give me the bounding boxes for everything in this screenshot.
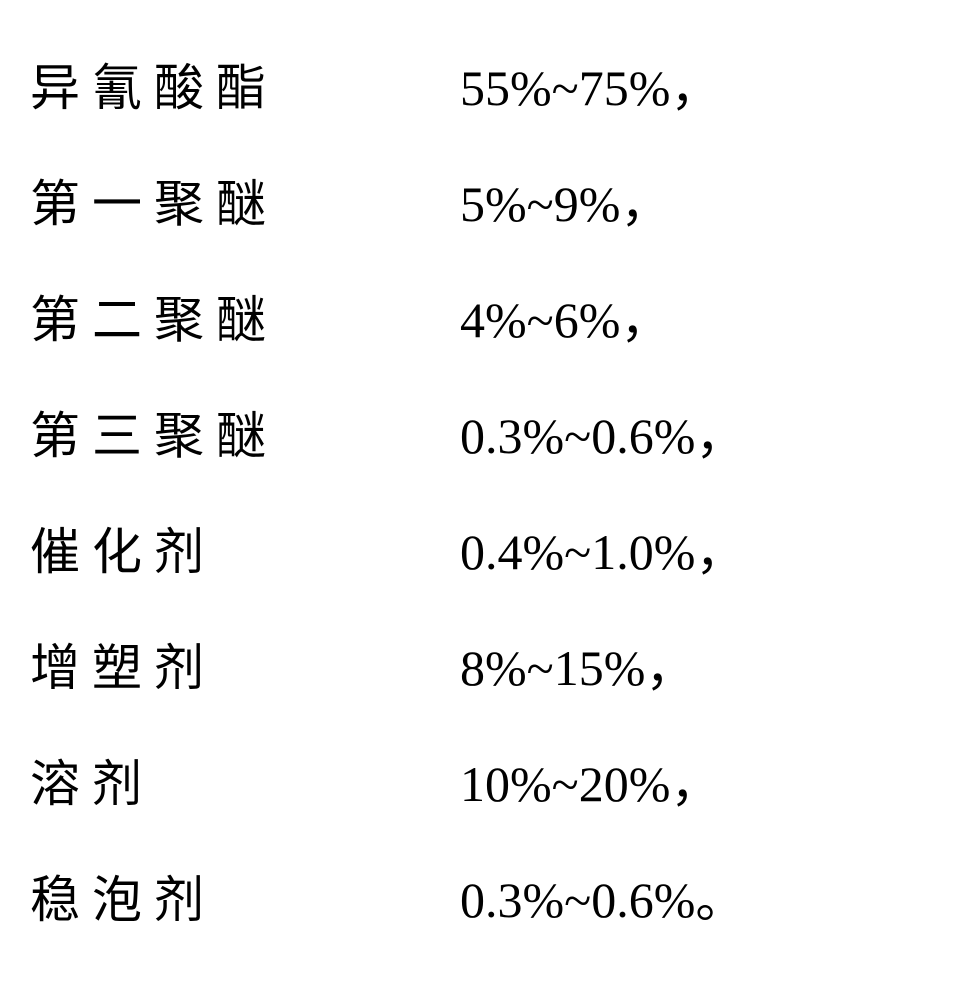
table-row: 异氰酸酯 55%~75%， [30, 30, 948, 146]
ingredient-value: 0.3%~0.6%。 [460, 842, 745, 958]
ingredient-label: 第一聚醚 [30, 146, 460, 262]
table-row: 催化剂 0.4%~1.0%， [30, 494, 948, 610]
table-row: 第一聚醚 5%~9%， [30, 146, 948, 262]
ingredient-value: 4%~6%， [460, 262, 670, 378]
ingredient-label: 异氰酸酯 [30, 30, 460, 146]
ingredient-label: 催化剂 [30, 494, 460, 610]
ingredient-value: 10%~20%， [460, 726, 720, 842]
table-row: 增塑剂 8%~15%， [30, 610, 948, 726]
ingredient-value: 8%~15%， [460, 610, 695, 726]
composition-table: 异氰酸酯 55%~75%， 第一聚醚 5%~9%， 第二聚醚 4%~6%， 第三… [0, 0, 968, 985]
ingredient-label: 增塑剂 [30, 610, 460, 726]
ingredient-value: 0.4%~1.0%， [460, 494, 745, 610]
ingredient-label: 溶剂 [30, 726, 460, 842]
table-row: 溶剂 10%~20%， [30, 726, 948, 842]
ingredient-value: 55%~75%， [460, 30, 720, 146]
table-row: 第三聚醚 0.3%~0.6%， [30, 378, 948, 494]
ingredient-label: 第二聚醚 [30, 262, 460, 378]
table-row: 稳泡剂 0.3%~0.6%。 [30, 842, 948, 958]
ingredient-value: 5%~9%， [460, 146, 670, 262]
ingredient-label: 第三聚醚 [30, 378, 460, 494]
ingredient-label: 稳泡剂 [30, 842, 460, 958]
table-row: 第二聚醚 4%~6%， [30, 262, 948, 378]
ingredient-value: 0.3%~0.6%， [460, 378, 745, 494]
